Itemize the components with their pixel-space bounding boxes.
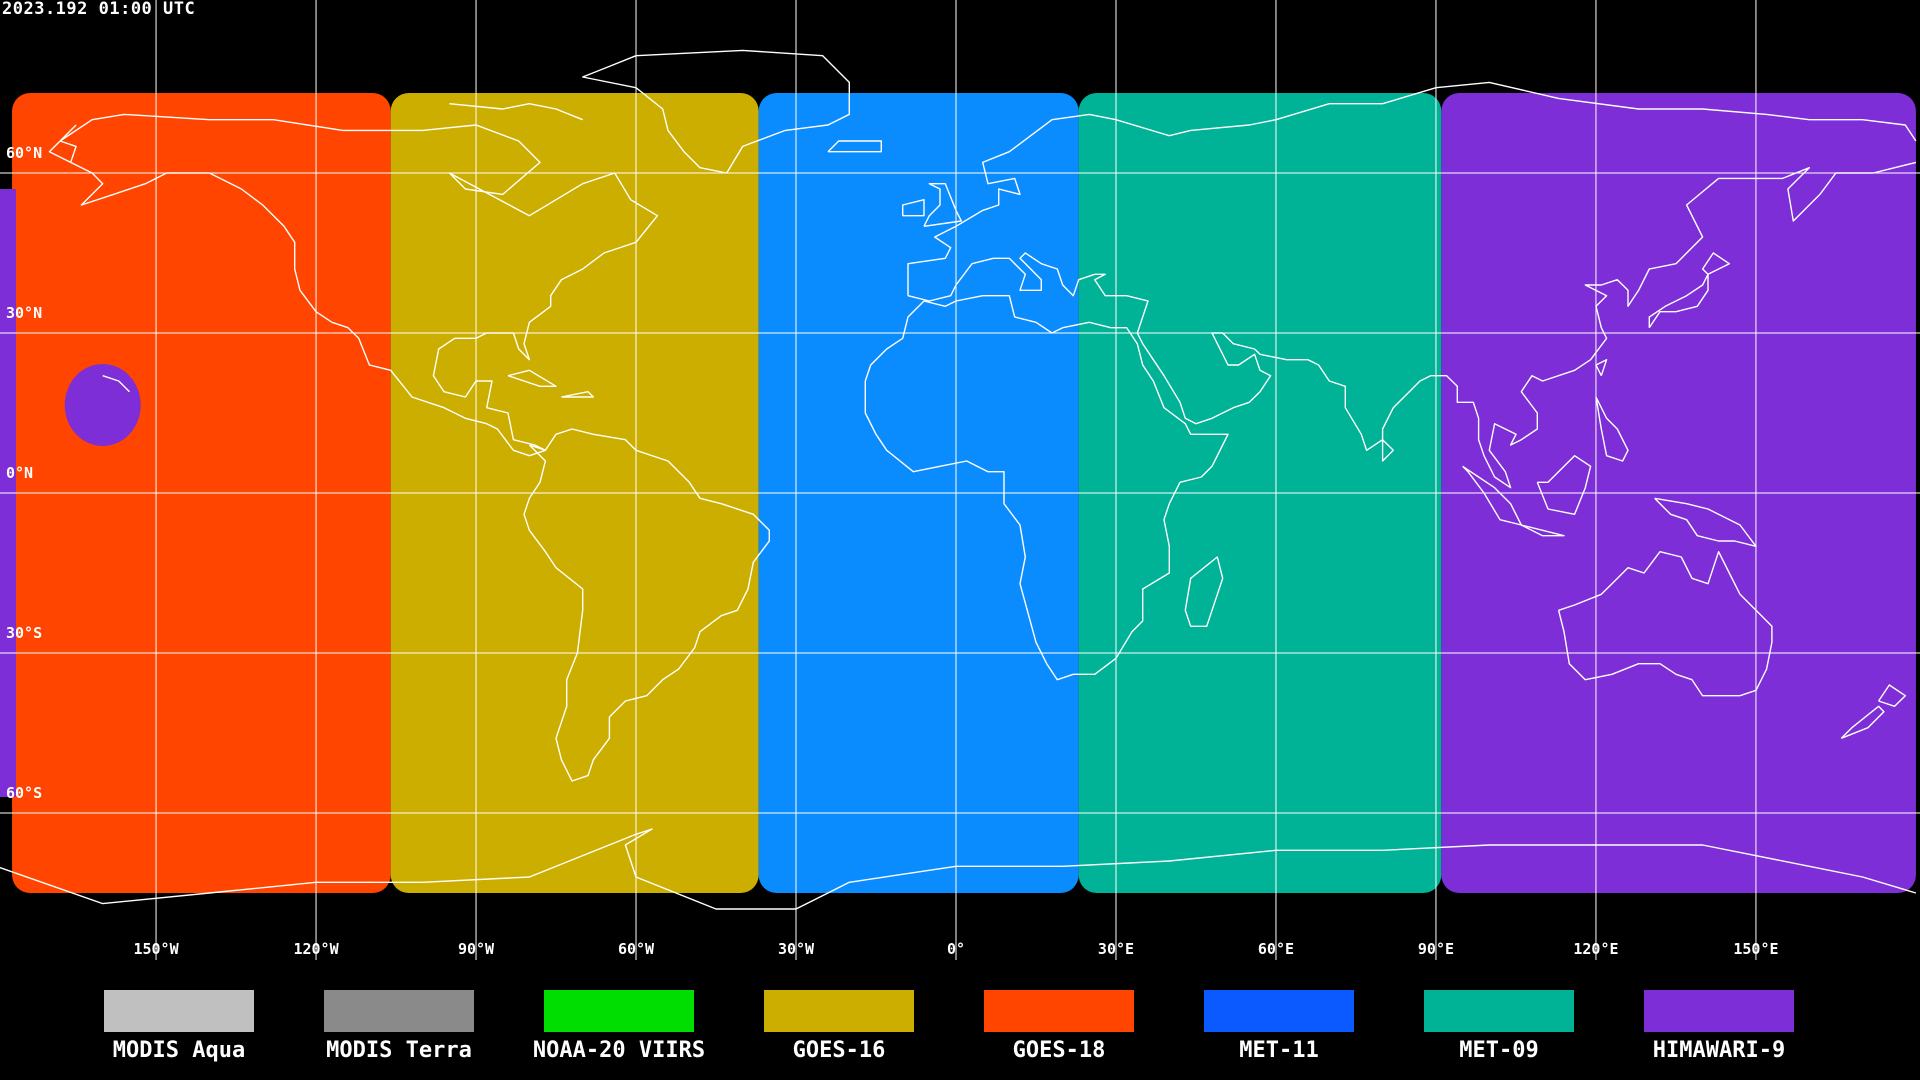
coastline xyxy=(1536,455,1592,515)
longitude-label: 30°W xyxy=(778,940,815,958)
map-canvas: 150°W 120°W 90°W 60°W 30°W 0° 30°E 60°E 90°E 120°… xyxy=(0,0,1920,960)
legend-item-modis-aqua: MODIS Aqua xyxy=(84,990,274,1063)
legend-label: HIMAWARI-9 xyxy=(1652,1038,1786,1063)
legend-label: MET-11 xyxy=(1239,1038,1319,1063)
coastline xyxy=(1184,556,1224,627)
coastline xyxy=(1557,551,1773,697)
coastline xyxy=(449,103,583,121)
legend: MODIS Aqua MODIS Terra NOAA-20 VIIRS GOE… xyxy=(0,960,1920,1080)
latitude-label: 60°N xyxy=(6,144,42,162)
coastline xyxy=(907,161,1917,489)
legend-swatch xyxy=(1424,990,1574,1032)
coastline xyxy=(1701,252,1730,275)
longitude-label: 90°E xyxy=(1418,940,1454,958)
legend-label: NOAA-20 VIIRS xyxy=(532,1038,706,1063)
legend-swatch xyxy=(764,990,914,1032)
latitude-label: 30°S xyxy=(6,624,42,642)
coastline xyxy=(561,391,595,398)
legend-item-met09: MET-09 xyxy=(1404,990,1594,1063)
longitude-label: 30°E xyxy=(1098,940,1134,958)
coastline xyxy=(48,140,72,164)
legend-swatch xyxy=(324,990,474,1032)
longitude-label: 60°W xyxy=(618,940,655,958)
legend-item-goes16: GOES-16 xyxy=(744,990,934,1063)
legend-item-modis-terra: MODIS Terra xyxy=(304,990,494,1063)
legend-swatch xyxy=(1204,990,1354,1032)
longitude-label: 150°W xyxy=(133,940,179,958)
longitude-label: 120°W xyxy=(293,940,339,958)
longitude-label: 120°E xyxy=(1573,940,1618,958)
legend-swatch xyxy=(544,990,694,1032)
coastline xyxy=(1878,684,1906,707)
coastline xyxy=(1654,497,1757,547)
legend-swatch xyxy=(104,990,254,1032)
coastline xyxy=(902,199,925,217)
coastline xyxy=(507,369,557,387)
legend-label: MODIS Aqua xyxy=(112,1038,246,1063)
legend-label: GOES-18 xyxy=(1012,1038,1106,1063)
coastline xyxy=(1595,359,1608,377)
legend-label: MODIS Terra xyxy=(326,1038,472,1063)
coastline xyxy=(523,428,770,782)
legend-item-noaa20-viirs: NOAA-20 VIIRS xyxy=(524,990,714,1063)
latitude-label: 60°S xyxy=(6,784,42,802)
coastline xyxy=(59,124,77,142)
legend-swatch xyxy=(984,990,1134,1032)
coastline xyxy=(1595,396,1629,462)
legend-item-himawari9: HIMAWARI-9 xyxy=(1624,990,1814,1063)
longitude-label: 0° xyxy=(947,940,965,958)
coastline xyxy=(907,81,1917,296)
coastline xyxy=(827,140,882,153)
legend-label: MET-09 xyxy=(1459,1038,1539,1063)
legend-swatch xyxy=(1644,990,1794,1032)
coverage-map: 150°W 120°W 90°W 60°W 30°W 0° 30°E 60°E 90°E 120°… xyxy=(0,0,1920,960)
legend-item-goes18: GOES-18 xyxy=(964,990,1154,1063)
coastline xyxy=(1381,439,1394,462)
longitude-label: 60°E xyxy=(1258,940,1294,958)
timestamp: 2023.192 01:00 UTC xyxy=(2,0,196,19)
legend-label: GOES-16 xyxy=(792,1038,886,1063)
latitude-label: 0°N xyxy=(6,464,33,482)
longitude-label: 150°E xyxy=(1733,940,1778,958)
legend-item-met11: MET-11 xyxy=(1184,990,1374,1063)
coastline xyxy=(1840,705,1885,739)
coastline xyxy=(102,375,130,393)
coastline xyxy=(59,113,659,457)
longitude-label: 90°W xyxy=(458,940,495,958)
latitude-label: 30°N xyxy=(6,304,42,322)
coastline xyxy=(923,183,962,227)
coastline xyxy=(1520,524,1565,537)
